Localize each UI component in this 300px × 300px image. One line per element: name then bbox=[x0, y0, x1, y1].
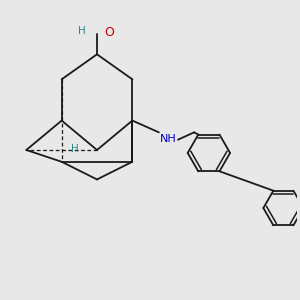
Text: O: O bbox=[104, 26, 114, 39]
Text: H: H bbox=[78, 26, 85, 36]
Text: NH: NH bbox=[160, 134, 177, 144]
Text: H: H bbox=[71, 143, 79, 154]
